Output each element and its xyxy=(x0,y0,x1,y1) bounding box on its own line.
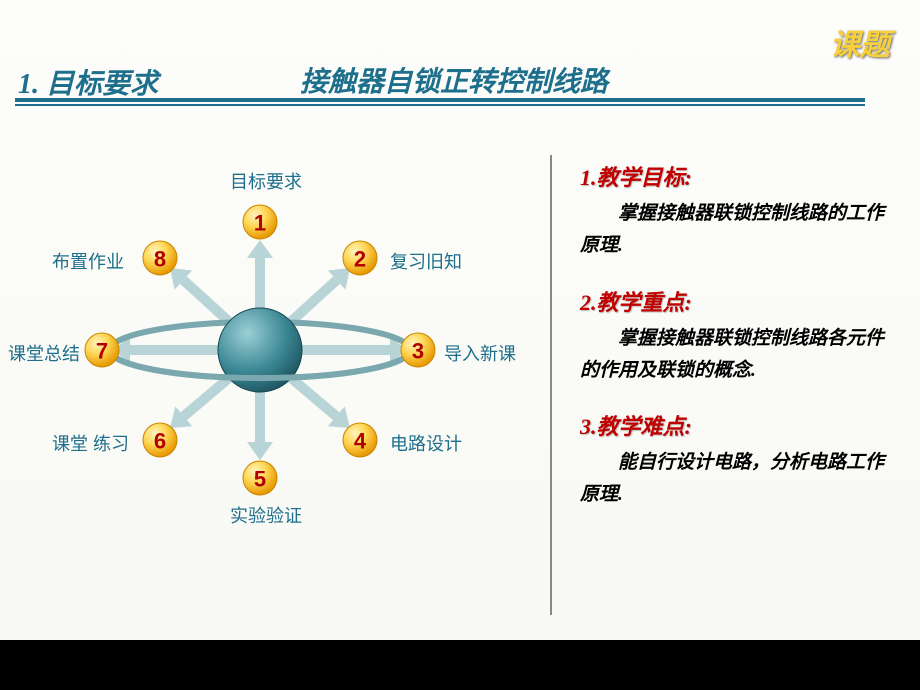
sec2-heading: 2.教学重点: xyxy=(580,285,890,317)
vertical-divider xyxy=(550,155,552,615)
node-label-5: 实验验证 xyxy=(230,502,302,528)
node-label-8: 布置作业 xyxy=(52,248,124,274)
node-label-3: 导入新课 xyxy=(444,340,516,366)
header-rule-2 xyxy=(15,104,865,106)
node-number-5: 5 xyxy=(254,467,266,492)
sec1-body: 掌握接触器联锁控制线路的工作原理. xyxy=(580,198,890,263)
sec1-heading: 1.教学目标: xyxy=(580,160,890,192)
slide-title: 接触器自锁正转控制线路 xyxy=(300,60,608,100)
slide: 课题 1. 目标要求 接触器自锁正转控制线路 1 2 3 4 5 6 7 8 目标要求复习旧知… xyxy=(0,0,920,640)
sec2-body: 掌握接触器联锁控制线路各元件的作用及联锁的概念. xyxy=(580,323,890,388)
right-panel: 1.教学目标: 掌握接触器联锁控制线路的工作原理. 2.教学重点: 掌握接触器联… xyxy=(580,160,890,534)
sec3-heading: 3.教学难点: xyxy=(580,409,890,441)
node-number-4: 4 xyxy=(354,429,367,454)
node-label-7: 课堂总结 xyxy=(8,340,80,366)
node-label-4: 电路设计 xyxy=(390,430,462,456)
sec3-body: 能自行设计电路，分析电路工作原理. xyxy=(580,447,890,512)
node-number-7: 7 xyxy=(96,339,108,364)
node-label-2: 复习旧知 xyxy=(390,248,462,274)
node-number-2: 2 xyxy=(354,247,366,272)
node-label-1: 目标要求 xyxy=(230,168,302,194)
node-label-6: 课堂 练习 xyxy=(52,430,129,456)
topic-label: 课题 xyxy=(830,20,890,64)
header: 1. 目标要求 接触器自锁正转控制线路 xyxy=(0,60,920,120)
radial-diagram: 12345678 目标要求复习旧知导入新课电路设计实验验证课堂 练习课堂总结布置… xyxy=(30,150,530,600)
section-number: 1. 目标要求 xyxy=(18,62,158,102)
node-number-6: 6 xyxy=(154,429,166,454)
diagram-svg: 1 2 3 4 5 6 7 8 xyxy=(30,150,530,600)
node-number-8: 8 xyxy=(154,247,166,272)
node-number-3: 3 xyxy=(412,339,424,364)
node-number-1: 1 xyxy=(254,211,266,236)
